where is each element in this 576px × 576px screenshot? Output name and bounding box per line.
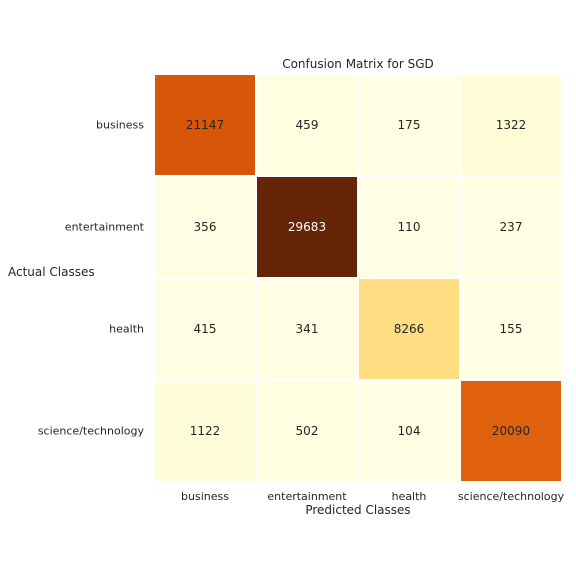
cell-value-r0-c3: 1322 [496,118,527,132]
cell-value-r3-c2: 104 [398,424,421,438]
heatmap-cell-r1-c3 [459,175,563,279]
cell-value-r0-c1: 459 [296,118,319,132]
x-axis-tick-labels: business entertainment health science/techn… [181,490,565,503]
cell-value-r2-c3: 155 [500,322,523,336]
heatmap-cell-r3-c3 [459,379,563,483]
y-axis-label: Actual Classes [8,265,95,279]
cell-value-r1-c2: 110 [398,220,421,234]
y-tick-label: health [109,323,144,336]
heatmap-cell-r2-c3 [459,277,563,381]
cell-value-r2-c0: 415 [194,322,217,336]
x-tick-label: science/technology [458,490,565,503]
heatmap-cell-r2-c1 [255,277,359,381]
y-tick-label: science/technology [38,425,145,438]
heatmap-cell-r0-c1 [255,73,359,177]
x-tick-label: business [181,490,229,503]
cell-value-r3-c0: 1122 [190,424,221,438]
cell-value-r2-c1: 341 [296,322,319,336]
heatmap-cells [153,73,563,483]
x-tick-label: entertainment [267,490,347,503]
x-tick-label: health [392,490,427,503]
cell-value-r3-c3: 20090 [492,424,530,438]
y-tick-label: entertainment [65,221,145,234]
heatmap-cell-r0-c3 [459,73,563,177]
heatmap-cell-r3-c1 [255,379,359,483]
heatmap-cell-r0-c0 [153,73,257,177]
y-axis-tick-labels: business entertainment health science/techn… [38,119,145,438]
cell-value-r1-c0: 356 [194,220,217,234]
heatmap-cell-r0-c2 [357,73,461,177]
cell-value-r1-c1: 29683 [288,220,326,234]
cell-value-r2-c2: 8266 [394,322,425,336]
cell-value-r1-c3: 237 [500,220,523,234]
heatmap-cell-r3-c0 [153,379,257,483]
cell-value-r0-c2: 175 [398,118,421,132]
chart-title: Confusion Matrix for SGD [282,57,434,71]
cell-value-r3-c1: 502 [296,424,319,438]
cell-value-r0-c0: 21147 [186,118,224,132]
y-tick-label: business [96,119,144,132]
x-axis-label: Predicted Classes [305,503,410,517]
heatmap-cell-labels: 21147 459 175 1322 356 29683 110 237 415 341 8266 1… [186,118,530,438]
heatmap-cell-r1-c1 [255,175,359,279]
